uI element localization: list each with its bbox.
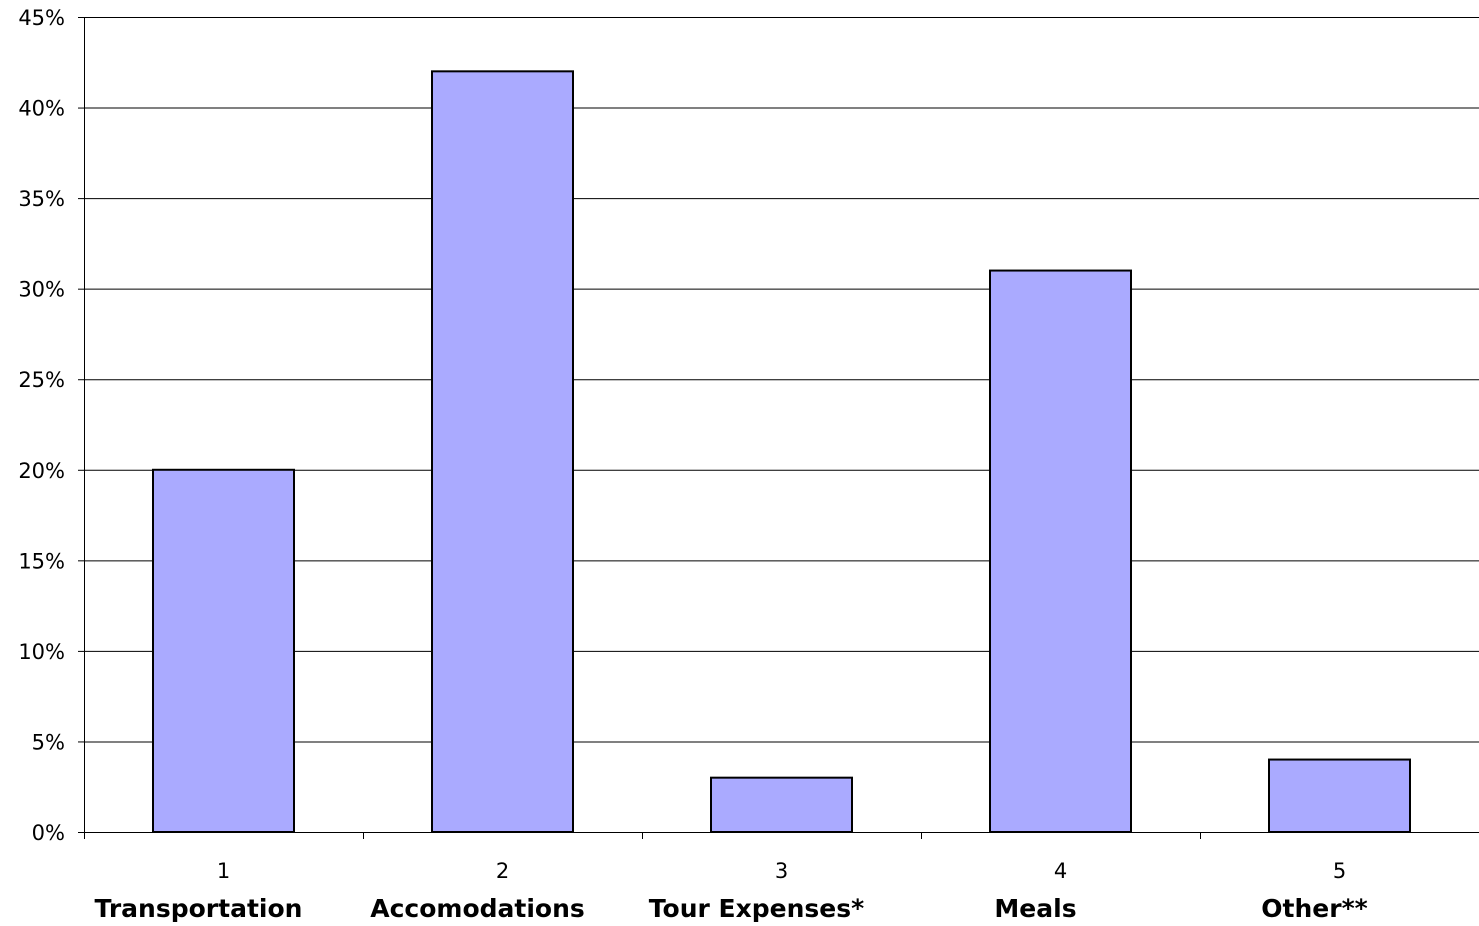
gridlines — [84, 17, 1479, 743]
category-name-label: Meals — [994, 894, 1076, 923]
y-tick-label: 20% — [18, 459, 65, 483]
x-tick-labels: 1 Transportation 2 Accomodations 3 Tour Expen… — [95, 859, 1368, 923]
y-tick-label: 45% — [18, 6, 65, 30]
bar-accomodations — [431, 70, 574, 834]
y-tick-label: 25% — [18, 368, 65, 392]
bars — [152, 70, 1411, 834]
category-name-label: Tour Expenses* — [649, 894, 864, 923]
axes — [78, 17, 1479, 839]
bar-tour-expenses — [710, 776, 853, 834]
x-tick-label: 3 — [775, 859, 788, 883]
y-tick-label: 10% — [18, 640, 65, 664]
y-tick-label: 40% — [18, 97, 65, 121]
x-tick-label: 2 — [496, 859, 509, 883]
bar-transportation — [152, 468, 295, 833]
x-tick-label: 5 — [1333, 859, 1346, 883]
bar-meals — [989, 269, 1132, 833]
bar-other — [1268, 758, 1411, 833]
x-tick-label: 1 — [217, 859, 230, 883]
category-name-label: Transportation — [95, 894, 303, 923]
y-tick-label: 0% — [32, 821, 65, 845]
category-name-label: Other** — [1261, 894, 1367, 923]
y-tick-label: 15% — [18, 549, 65, 573]
y-tick-label: 5% — [32, 730, 65, 754]
y-tick-labels: 0% 5% 10% 15% 20% 25% 30% 35% 40% 45% — [18, 6, 65, 845]
category-name-label: Accomodations — [370, 894, 585, 923]
x-tick-label: 4 — [1054, 859, 1067, 883]
y-tick-label: 35% — [18, 187, 65, 211]
y-tick-label: 30% — [18, 278, 65, 302]
